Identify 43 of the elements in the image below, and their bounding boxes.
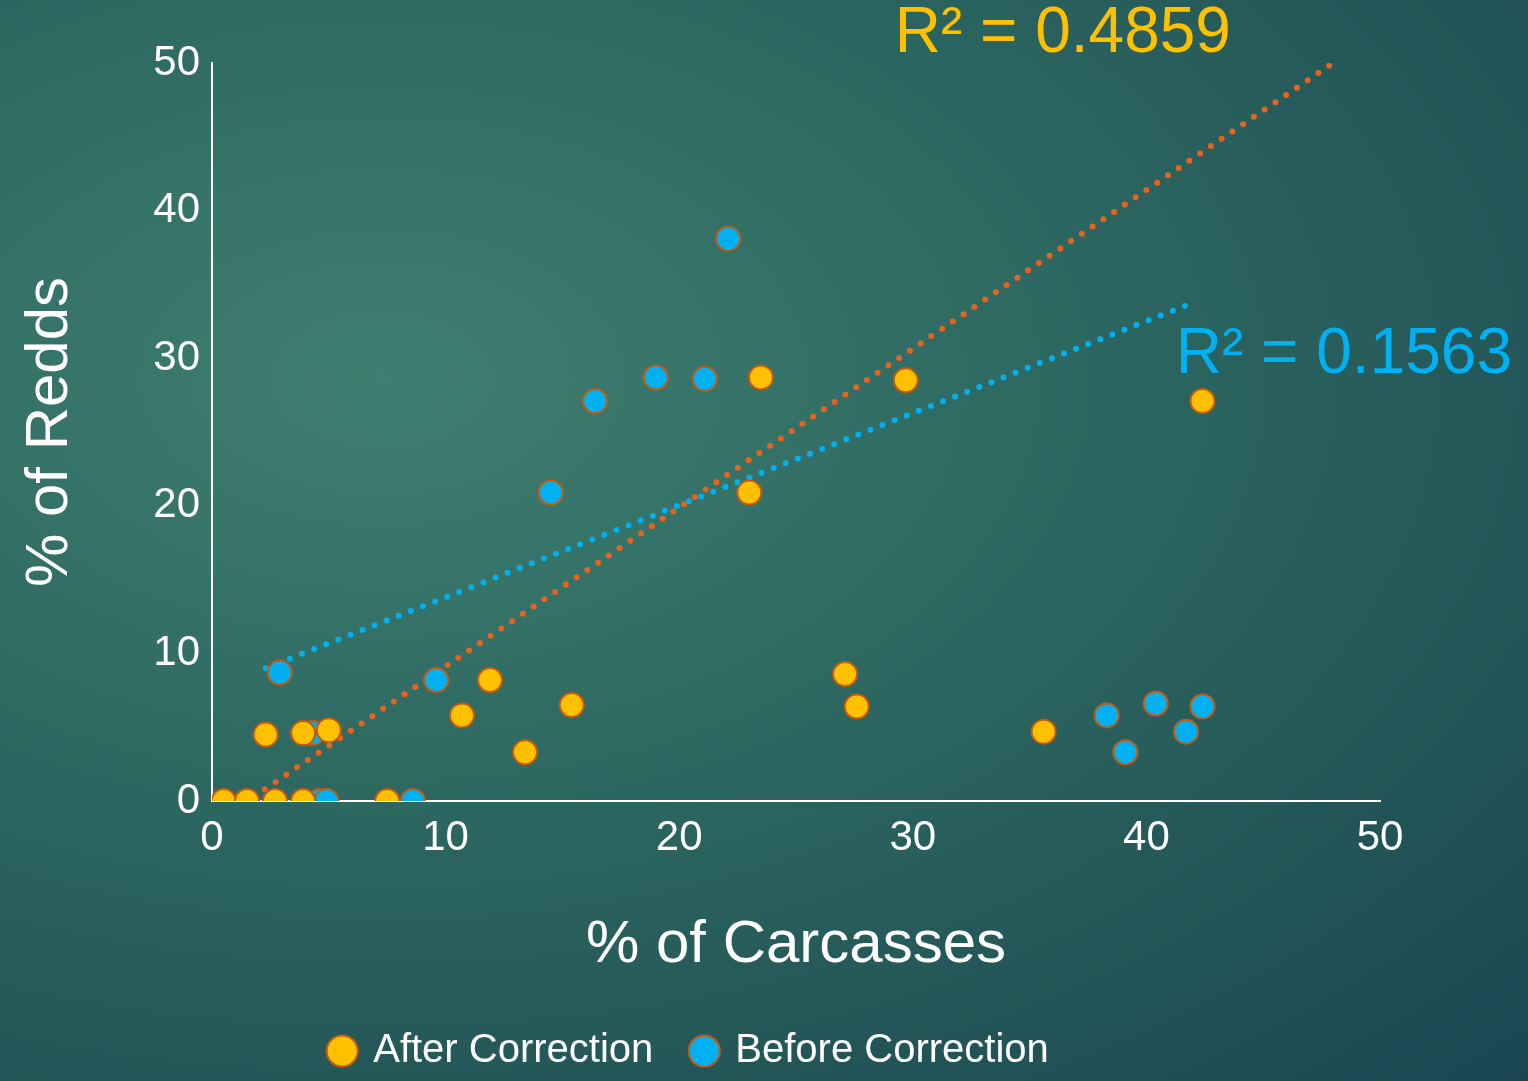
x-tick-label: 20 (655, 811, 703, 859)
point (736, 479, 763, 506)
y-tick-label: 0 (176, 774, 200, 822)
x-tick-label: 50 (1356, 811, 1404, 859)
point (747, 364, 774, 391)
point (315, 717, 342, 744)
y-tick-label: 20 (153, 479, 200, 527)
point (558, 692, 585, 719)
point (642, 364, 669, 391)
annotation: R² = 0.1563 (1175, 315, 1512, 388)
point (423, 666, 450, 693)
y-axis-title: % of Redds (12, 276, 80, 588)
point (1189, 693, 1216, 720)
point (266, 659, 293, 686)
point (892, 367, 919, 394)
point (1189, 388, 1216, 414)
y-tick-label: 40 (153, 184, 200, 232)
point (448, 702, 475, 729)
point (1112, 739, 1139, 766)
y-tick-label: 30 (153, 331, 200, 379)
y-tick-label: 50 (153, 36, 200, 84)
legend-label: After Correction (373, 1026, 654, 1071)
point (1142, 690, 1169, 717)
point (582, 388, 609, 414)
x-tick-label: 10 (422, 811, 469, 859)
annotation: R² = 0.4859 (894, 0, 1231, 67)
point (290, 720, 317, 747)
x-tick-label: 30 (889, 811, 937, 859)
point (1093, 702, 1120, 729)
point (832, 661, 859, 688)
x-tick-label: 40 (1123, 811, 1170, 859)
point (252, 721, 279, 748)
point (476, 666, 503, 693)
point (715, 225, 742, 252)
point (1173, 718, 1200, 745)
point (691, 365, 718, 392)
point (1030, 718, 1057, 745)
x-axis-title: % of Carcasses (585, 907, 1007, 975)
point (843, 693, 870, 720)
legend-label: Before Correction (735, 1026, 1049, 1071)
point (537, 479, 564, 506)
point (512, 739, 539, 766)
y-tick-label: 10 (153, 626, 200, 674)
